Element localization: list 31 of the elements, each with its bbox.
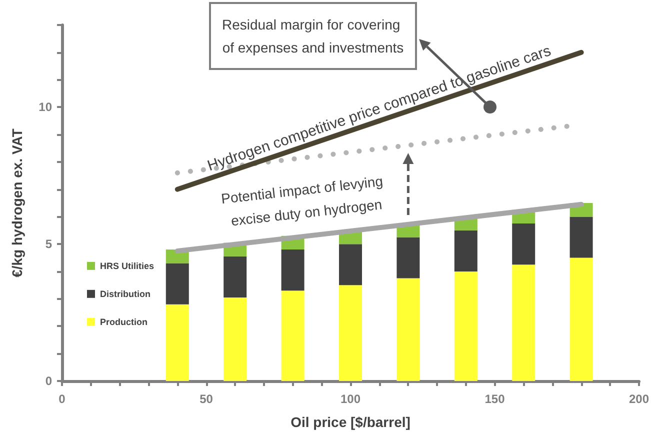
bar	[281, 290, 304, 381]
x-axis-title: Oil price [$/barrel]	[290, 414, 410, 430]
bar	[224, 256, 247, 298]
bar	[454, 271, 478, 381]
x-tick-label: 50	[200, 392, 214, 406]
annotation: Residual margin for covering of expenses and investments	[222, 16, 404, 56]
bar	[166, 263, 189, 304]
x-tick-label: 100	[340, 392, 361, 406]
y-tick-label: 0	[45, 374, 52, 388]
bar	[512, 264, 536, 381]
y-axis-title: €/kg hydrogen ex. VAT	[9, 128, 25, 278]
x-tick-label: 150	[484, 392, 506, 406]
bar	[339, 244, 362, 286]
y-tick-label: 5	[45, 237, 52, 252]
annotation: Potential impact of levying excise duty on hydrogen	[220, 172, 388, 229]
x-tick-label: 200	[628, 392, 650, 406]
bar	[396, 237, 420, 278]
bar	[454, 230, 478, 272]
bar	[339, 285, 362, 381]
bar	[570, 216, 593, 258]
bar	[570, 258, 593, 381]
bar	[281, 250, 304, 291]
legend-label: HRS Utilities	[100, 260, 154, 271]
y-tick-label: 10	[38, 100, 52, 114]
bar	[512, 224, 536, 265]
legend-label: Distribution	[100, 288, 150, 299]
legend-label: Production	[100, 316, 148, 327]
bar	[396, 278, 420, 381]
bar	[224, 297, 247, 381]
x-tick-label: 0	[58, 392, 66, 406]
bar	[166, 304, 189, 381]
